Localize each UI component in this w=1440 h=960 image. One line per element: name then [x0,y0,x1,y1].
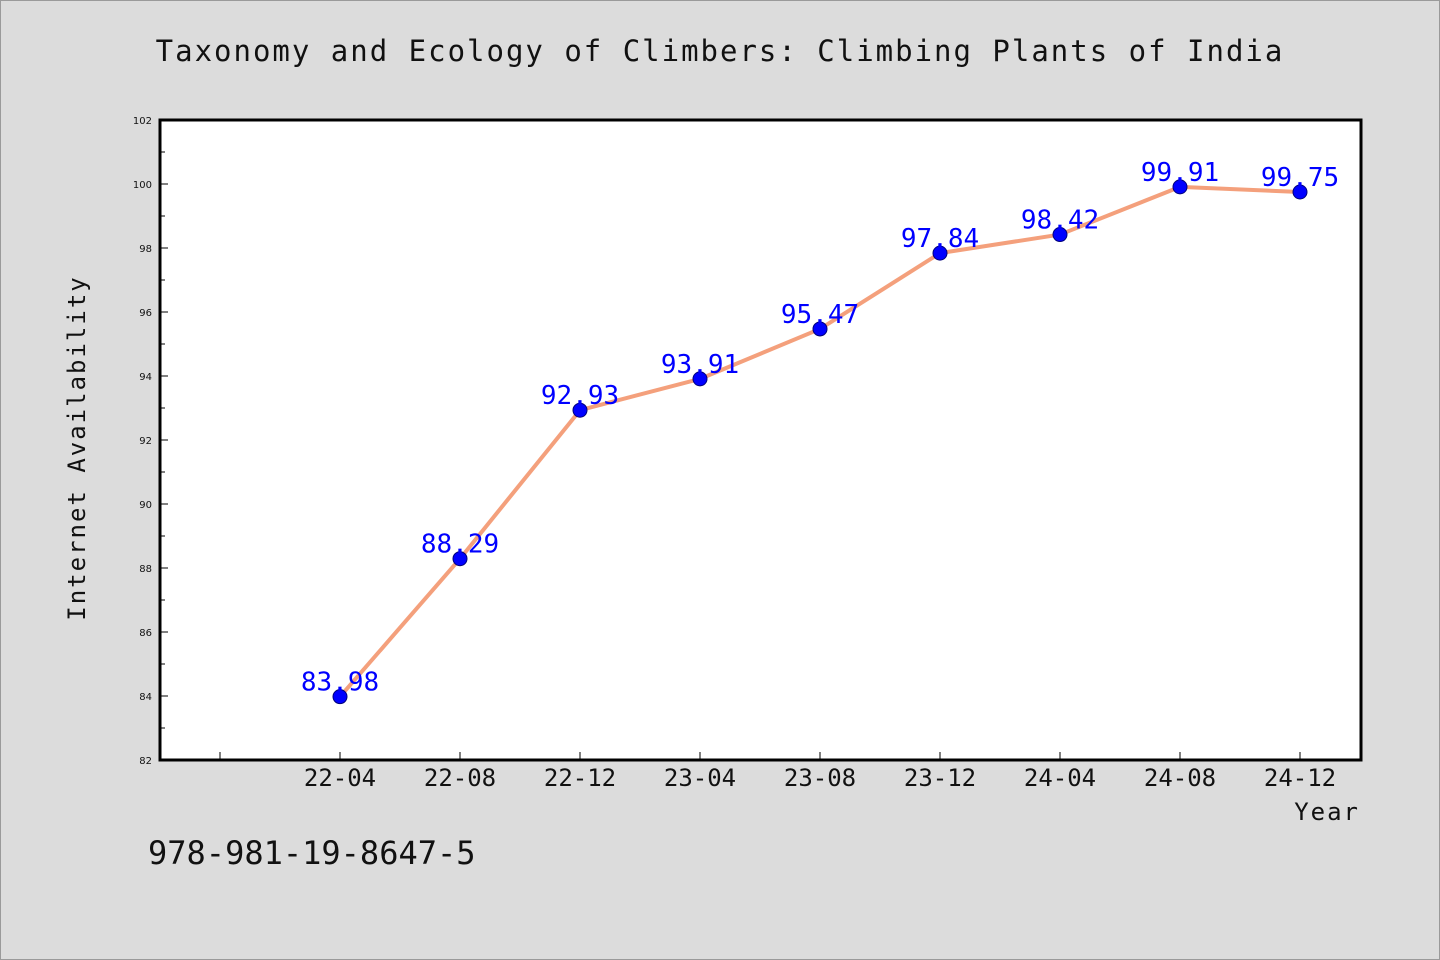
x-tick-label: 23-12 [904,764,976,792]
x-axis-label: Year [1294,798,1360,826]
y-tick-label: 88 [139,564,152,575]
data-point [572,402,588,418]
data-label: 98.42 [1021,206,1099,236]
y-axis-ticks: 82 84 86 88 90 92 94 96 98 100 102 [133,116,168,767]
data-point [1292,184,1308,200]
series-layer: 83.98 88.29 92.93 93.91 95.47 97.84 98.42 99.91… [301,158,1339,705]
y-tick-label: 92 [139,436,152,447]
data-point [1052,227,1068,243]
y-tick-label: 102 [133,116,152,127]
data-label: 99.91 [1141,158,1219,188]
data-point [332,689,348,705]
data-point [692,371,708,387]
data-label: 95.47 [781,300,859,330]
isbn-text: 978-981-19-8647-5 [148,834,476,872]
y-tick-label: 82 [139,756,152,767]
y-tick-label: 98 [139,244,152,255]
y-tick-label: 84 [139,692,152,703]
data-point [452,551,468,567]
x-tick-label: 22-08 [424,764,496,792]
data-point [1172,179,1188,195]
plot-area [158,118,1363,762]
x-tick-label: 22-04 [304,764,376,792]
x-tick-label: 24-08 [1144,764,1216,792]
chart-title: Taxonomy and Ecology of Climbers: Climbi… [155,34,1285,68]
data-label: 99.75 [1261,163,1339,193]
x-tick-label: 24-12 [1264,764,1336,792]
data-label: 93.91 [661,350,739,380]
y-tick-label: 100 [133,180,152,191]
x-tick-label: 22-12 [544,764,616,792]
y-tick-label: 96 [139,308,152,319]
y-tick-label: 86 [139,628,152,639]
x-tick-label: 23-08 [784,764,856,792]
data-label: 97.84 [901,224,979,254]
data-label: 92.93 [541,381,619,411]
x-axis-ticks: 22-04 22-08 22-12 23-04 23-08 23-12 24-04 24-08… [219,752,1336,792]
y-tick-label: 90 [139,500,152,511]
x-tick-label: 24-04 [1024,764,1096,792]
x-tick-label: 23-04 [664,764,736,792]
y-tick-label: 94 [139,372,152,383]
data-label: 83.98 [301,668,379,698]
y-axis-label: Internet Availability [63,275,91,620]
data-point [812,321,828,337]
data-point [932,245,948,261]
data-label: 88.29 [421,530,499,560]
